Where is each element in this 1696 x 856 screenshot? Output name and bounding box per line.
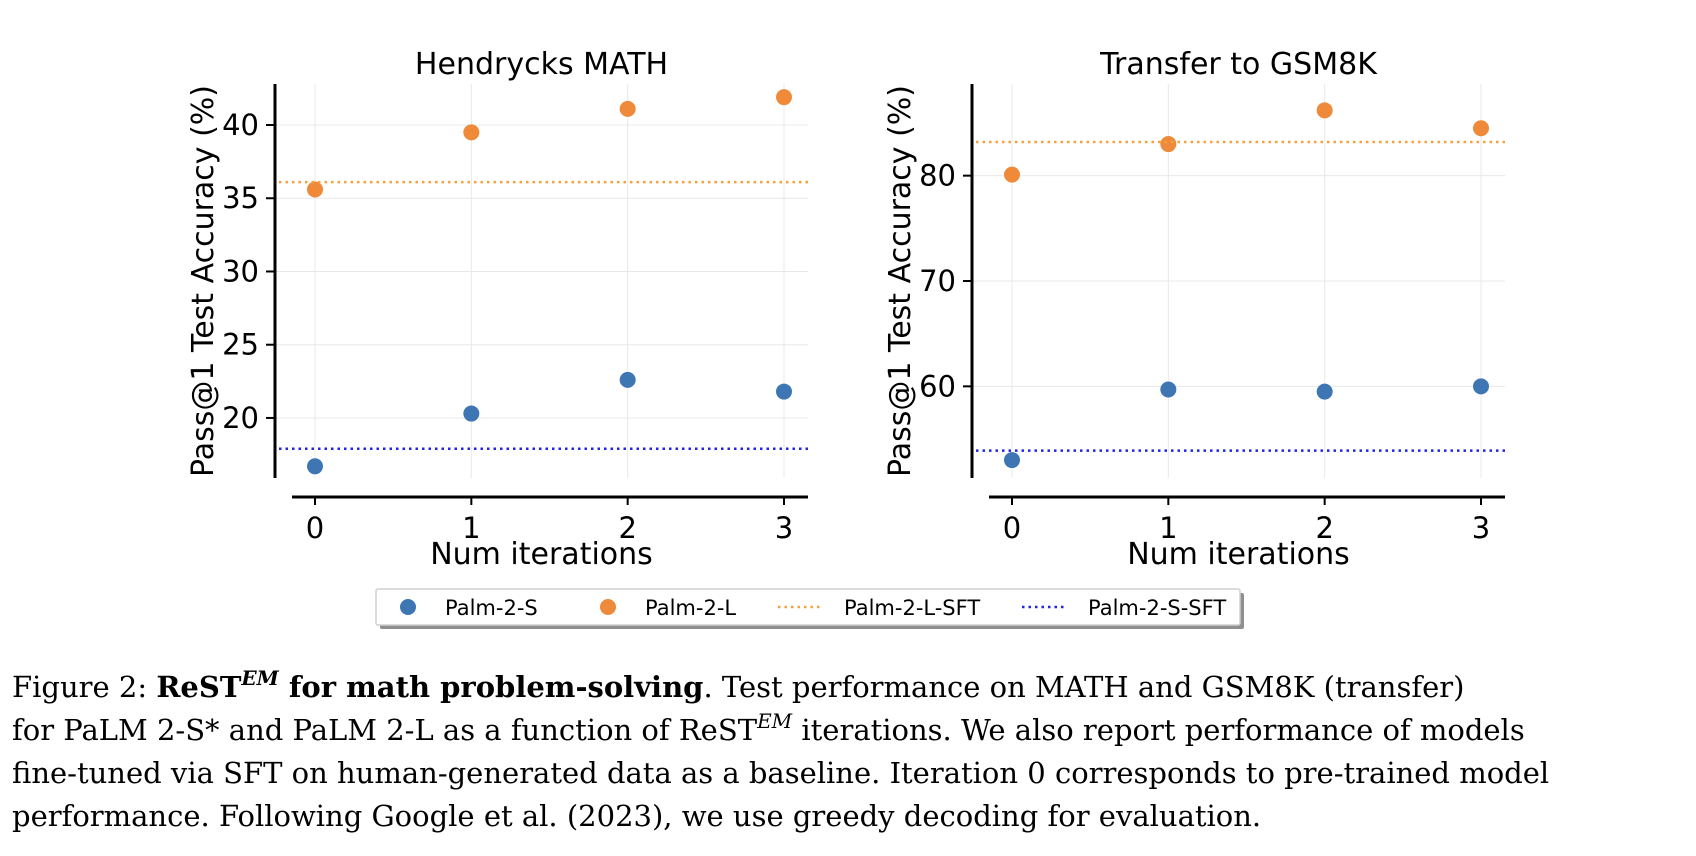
chart2-xlabel: Num iterations <box>1127 537 1350 572</box>
caption-bold-sup: EM <box>241 666 279 690</box>
figure-caption: Figure 2: ReSTEM for math problem-solvin… <box>12 666 1684 838</box>
chart1-palm-2-l-point-0 <box>307 181 323 198</box>
chart1-ytick-label-3: 35 <box>222 181 259 215</box>
chart1-palm-2-l-point-2 <box>619 100 636 117</box>
chart1-palm-2-s-point-3 <box>776 383 792 400</box>
legend-marker-palm-2-l <box>600 599 616 615</box>
chart2-palm-2-l-point-2 <box>1316 102 1333 119</box>
chart1-xtick-label-1: 1 <box>462 511 480 545</box>
caption-bold-lead: ReSTEM for math problem-solving <box>156 666 704 704</box>
caption-line-1: Figure 2: ReSTEM for math problem-solvin… <box>12 666 1684 709</box>
chart1-palm-2-s-point-0 <box>307 458 323 475</box>
chart1-ytick-label-2: 30 <box>222 254 259 288</box>
legend-label-palm-2-s-sft: Palm-2-S-SFT <box>1088 596 1226 620</box>
chart2-xtick-label-1: 1 <box>1159 511 1177 545</box>
chart2-palm-2-l-point-1 <box>1160 136 1177 153</box>
chart1-xtick-label-2: 2 <box>618 511 636 545</box>
chart1-xlabel: Num iterations <box>430 537 653 572</box>
caption-line-3: fine-tuned via SFT on human-generated da… <box>12 756 1550 790</box>
chart1-palm-2-l-point-3 <box>776 89 792 106</box>
legend-label-palm-2-s: Palm-2-S <box>445 596 538 620</box>
caption-label: Figure 2: <box>12 670 148 704</box>
legend-label-palm-2-l-sft: Palm-2-L-SFT <box>844 596 980 620</box>
chart2-ytick-label-2: 80 <box>919 159 956 193</box>
chart1-xtick-label-0: 0 <box>306 511 324 545</box>
chart2-xtick-label-3: 3 <box>1472 511 1490 545</box>
chart2-xtick-label-2: 2 <box>1315 511 1333 545</box>
chart2-palm-2-l-point-0 <box>1004 166 1020 183</box>
chart1-palm-2-s-point-1 <box>463 405 480 422</box>
chart2-palm-2-s-point-0 <box>1004 452 1020 469</box>
chart1-title: Hendrycks MATH <box>415 47 668 82</box>
chart1-palm-2-l-point-1 <box>463 124 480 141</box>
caption-line2-sup: EM <box>757 709 793 733</box>
chart2-palm-2-s-point-2 <box>1316 383 1333 400</box>
figure: 20 25 30 35 40 0 1 2 3 Hendrycks MATH Num iteratio… <box>186 47 1505 629</box>
caption-line-2: for PaLM 2-S* and PaLM 2-L as a function… <box>12 709 1525 747</box>
legend-box <box>375 588 1241 626</box>
legend-marker-palm-2-s <box>400 599 416 615</box>
chart1-palm-2-s-point-2 <box>619 371 636 388</box>
chart1-ytick-label-4: 40 <box>222 108 259 142</box>
chart2-palm-2-s-point-1 <box>1160 381 1177 398</box>
chart2-xtick-label-0: 0 <box>1003 511 1021 545</box>
chart2-ytick-label-1: 70 <box>919 264 956 298</box>
caption-bold-tail: for math problem-solving <box>288 670 704 704</box>
caption-line1-rest: . Test performance on MATH and GSM8K (tr… <box>703 670 1465 704</box>
chart2-ytick-label-0: 60 <box>919 369 956 403</box>
chart2-title: Transfer to GSM8K <box>1099 47 1378 82</box>
chart1-ytick-label-0: 20 <box>222 401 259 435</box>
chart1-xtick-label-3: 3 <box>775 511 793 545</box>
chart1-ylabel: Pass@1 Test Accuracy (%) <box>186 85 221 477</box>
chart2-palm-2-s-point-3 <box>1473 378 1489 395</box>
chart2-ylabel: Pass@1 Test Accuracy (%) <box>883 85 918 477</box>
chart2-palm-2-l-point-3 <box>1473 120 1489 137</box>
caption-line-4: performance. Following Google et al. (20… <box>12 799 1262 833</box>
chart1-ytick-label-1: 25 <box>222 328 259 362</box>
legend-label-palm-2-l: Palm-2-L <box>645 596 736 620</box>
